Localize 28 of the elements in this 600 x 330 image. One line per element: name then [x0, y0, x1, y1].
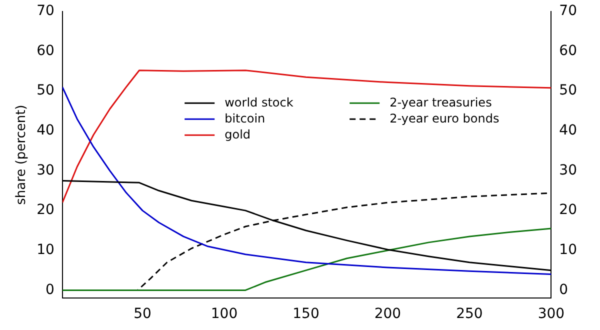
y-tick-label: 60 [36, 42, 54, 59]
y-tick-label: 0 [45, 282, 54, 298]
y2-tick-label: 10 [559, 242, 578, 258]
x-tick-label: 50 [134, 306, 152, 322]
legend-label: bitcoin [224, 111, 266, 126]
y2-tick-label: 0 [559, 282, 568, 298]
x-tick-label: 300 [538, 306, 565, 322]
y2-tick-label: 70 [559, 3, 578, 20]
x-tick-label: 250 [456, 306, 483, 322]
x-tick-label: 200 [374, 306, 402, 322]
y-tick-label: 10 [36, 242, 54, 258]
y2-tick-label: 60 [559, 42, 578, 59]
legend-label: 2-year treasuries [390, 95, 492, 110]
y2-tick-label: 30 [559, 162, 578, 178]
y-tick-label: 30 [36, 162, 54, 178]
x-tick-label: 100 [210, 306, 238, 322]
x-tick-label: 150 [292, 306, 320, 322]
legend-label: gold [224, 127, 251, 142]
legend-label: 2-year euro bonds [390, 111, 500, 126]
y-axis-title: share (percent) [14, 104, 30, 205]
y2-tick-label: 20 [559, 202, 578, 218]
y-tick-label: 20 [36, 202, 54, 218]
y-tick-label: 40 [36, 122, 54, 139]
legend-label: world stock [224, 95, 294, 110]
y2-tick-label: 40 [559, 122, 578, 139]
y2-tick-label: 50 [559, 82, 578, 99]
y-tick-label: 50 [36, 82, 54, 99]
y-tick-label: 70 [36, 3, 54, 20]
